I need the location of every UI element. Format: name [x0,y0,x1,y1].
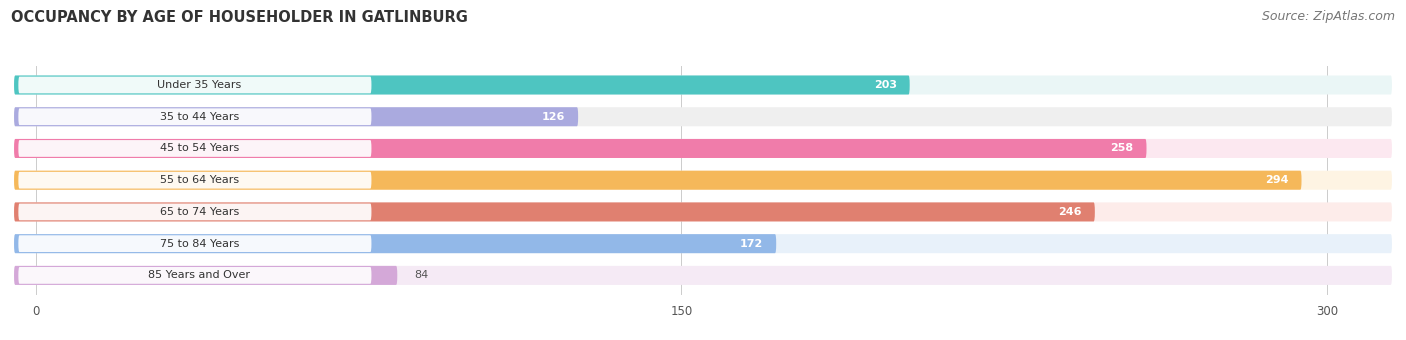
FancyBboxPatch shape [14,75,910,95]
Text: 172: 172 [740,239,763,249]
FancyBboxPatch shape [18,235,371,252]
Text: 45 to 54 Years: 45 to 54 Years [160,143,239,153]
FancyBboxPatch shape [14,202,1392,221]
FancyBboxPatch shape [18,172,371,189]
FancyBboxPatch shape [18,267,371,284]
Text: Under 35 Years: Under 35 Years [157,80,242,90]
FancyBboxPatch shape [14,266,398,285]
FancyBboxPatch shape [14,75,1392,95]
FancyBboxPatch shape [14,171,1392,190]
FancyBboxPatch shape [14,139,1146,158]
FancyBboxPatch shape [14,202,1095,221]
Text: 55 to 64 Years: 55 to 64 Years [160,175,239,185]
Text: OCCUPANCY BY AGE OF HOUSEHOLDER IN GATLINBURG: OCCUPANCY BY AGE OF HOUSEHOLDER IN GATLI… [11,10,468,25]
FancyBboxPatch shape [14,107,1392,126]
Text: 35 to 44 Years: 35 to 44 Years [160,112,239,122]
FancyBboxPatch shape [14,266,1392,285]
FancyBboxPatch shape [14,139,1392,158]
Text: 258: 258 [1111,143,1133,153]
Text: 84: 84 [415,270,429,280]
FancyBboxPatch shape [18,204,371,220]
FancyBboxPatch shape [14,234,776,253]
Text: Source: ZipAtlas.com: Source: ZipAtlas.com [1261,10,1395,23]
FancyBboxPatch shape [18,140,371,157]
Text: 246: 246 [1059,207,1083,217]
Text: 203: 203 [873,80,897,90]
FancyBboxPatch shape [14,234,1392,253]
Text: 75 to 84 Years: 75 to 84 Years [159,239,239,249]
Text: 294: 294 [1265,175,1289,185]
Text: 126: 126 [541,112,565,122]
FancyBboxPatch shape [14,171,1302,190]
FancyBboxPatch shape [18,76,371,94]
FancyBboxPatch shape [18,108,371,125]
Text: 85 Years and Over: 85 Years and Over [148,270,250,280]
FancyBboxPatch shape [14,107,578,126]
Text: 65 to 74 Years: 65 to 74 Years [160,207,239,217]
